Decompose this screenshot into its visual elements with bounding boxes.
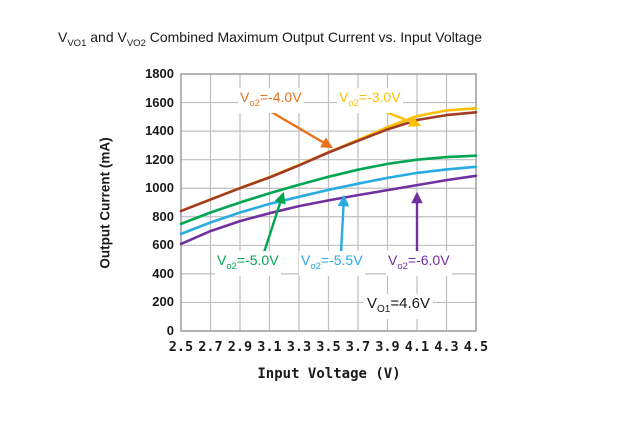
note-vo1-condition-text: V xyxy=(367,295,378,312)
title-text: and V xyxy=(86,29,127,45)
label-vo2-minus-6-0v: Vo2=-6.0V xyxy=(386,251,452,276)
note-vo1-condition-text: O1 xyxy=(377,304,391,315)
label-vo2-minus-5-5v-text: V xyxy=(301,252,311,268)
label-vo2-minus-5-5v: Vo2=-5.5V xyxy=(299,251,365,276)
title-subscript-vo2: VO2 xyxy=(126,37,146,49)
curve-Vo2=-5.0V xyxy=(179,154,478,226)
label-vo2-minus-5-5v-text: o2 xyxy=(310,260,321,272)
title-text: V xyxy=(58,29,68,45)
y-tick-label: 1800 xyxy=(145,66,174,81)
label-vo2-minus-4-0v-text: V xyxy=(240,89,250,105)
x-tick-label: 4.5 xyxy=(463,339,489,355)
curve-Vo2=-4.0V xyxy=(179,111,478,213)
label-vo2-minus-4-0v-text: o2 xyxy=(249,97,260,109)
chart-title: VVO1 and VVO2 Combined Maximum Output Cu… xyxy=(58,29,482,49)
x-tick-label: 3.7 xyxy=(345,339,371,355)
x-tick-label: 2.5 xyxy=(168,339,194,355)
label-vo2-minus-5-0v-text: o2 xyxy=(226,260,237,272)
title-text: Combined Maximum Output Current vs. Inpu… xyxy=(145,29,483,45)
y-tick-label: 600 xyxy=(152,237,174,253)
curve-Vo2=-5.5V xyxy=(179,165,478,236)
x-tick-label: 2.9 xyxy=(227,339,253,355)
label-vo2-minus-4-0v-text: =-4.0V xyxy=(259,89,302,105)
y-tick-label: 0 xyxy=(166,323,174,338)
label-vo2-minus-4-0v-arrow xyxy=(267,108,333,149)
title-subscript-vo1: VO1 xyxy=(67,37,87,49)
y-tick-label: 1200 xyxy=(145,151,174,167)
label-vo2-minus-3-0v-text: o2 xyxy=(348,97,359,109)
label-vo2-minus-5-5v-text: =-5.5V xyxy=(320,252,363,268)
label-vo2-minus-3-0v-text: =-3.0V xyxy=(358,89,401,105)
label-vo2-minus-5-0v-text: =-5.0V xyxy=(236,252,279,268)
label-vo2-minus-5-0v: Vo2=-5.0V xyxy=(215,251,281,276)
x-tick-label: 3.1 xyxy=(257,339,282,355)
y-tick-label: 1400 xyxy=(145,123,174,139)
x-tick-label: 3.9 xyxy=(375,339,400,355)
label-vo2-minus-6-0v-text: V xyxy=(388,252,398,268)
label-vo2-minus-6-0v-text: =-6.0V xyxy=(407,252,450,268)
y-tick-label: 1600 xyxy=(145,94,174,110)
label-vo2-minus-4-0v: Vo2=-4.0V xyxy=(238,88,304,113)
label-vo2-minus-3-0v: Vo2=-3.0V xyxy=(337,88,403,113)
x-axis-title: Input Voltage (V) xyxy=(257,366,401,382)
curve-Vo2=-6.0V xyxy=(179,174,478,246)
x-tick-label: 3.5 xyxy=(316,339,341,355)
y-tick-label: 800 xyxy=(152,208,174,224)
label-vo2-minus-6-0v-text: o2 xyxy=(397,260,408,272)
x-tick-label: 2.7 xyxy=(198,339,223,355)
plot-border xyxy=(180,73,477,332)
y-tick-label: 400 xyxy=(152,265,174,281)
note-vo1-condition: VO1=4.6V xyxy=(364,294,433,319)
label-vo2-minus-3-0v-text: V xyxy=(339,89,349,105)
x-tick-label: 4.1 xyxy=(404,339,430,355)
note-vo1-condition-text: =4.6V xyxy=(390,295,430,312)
y-tick-label: 1000 xyxy=(145,180,174,196)
y-tick-label: 200 xyxy=(152,294,174,310)
x-tick-label: 4.3 xyxy=(434,339,459,355)
label-vo2-minus-5-0v-text: V xyxy=(217,252,227,268)
x-tick-label: 3.3 xyxy=(286,339,312,355)
label-vo2-minus-3-0v-arrow xyxy=(385,110,422,127)
